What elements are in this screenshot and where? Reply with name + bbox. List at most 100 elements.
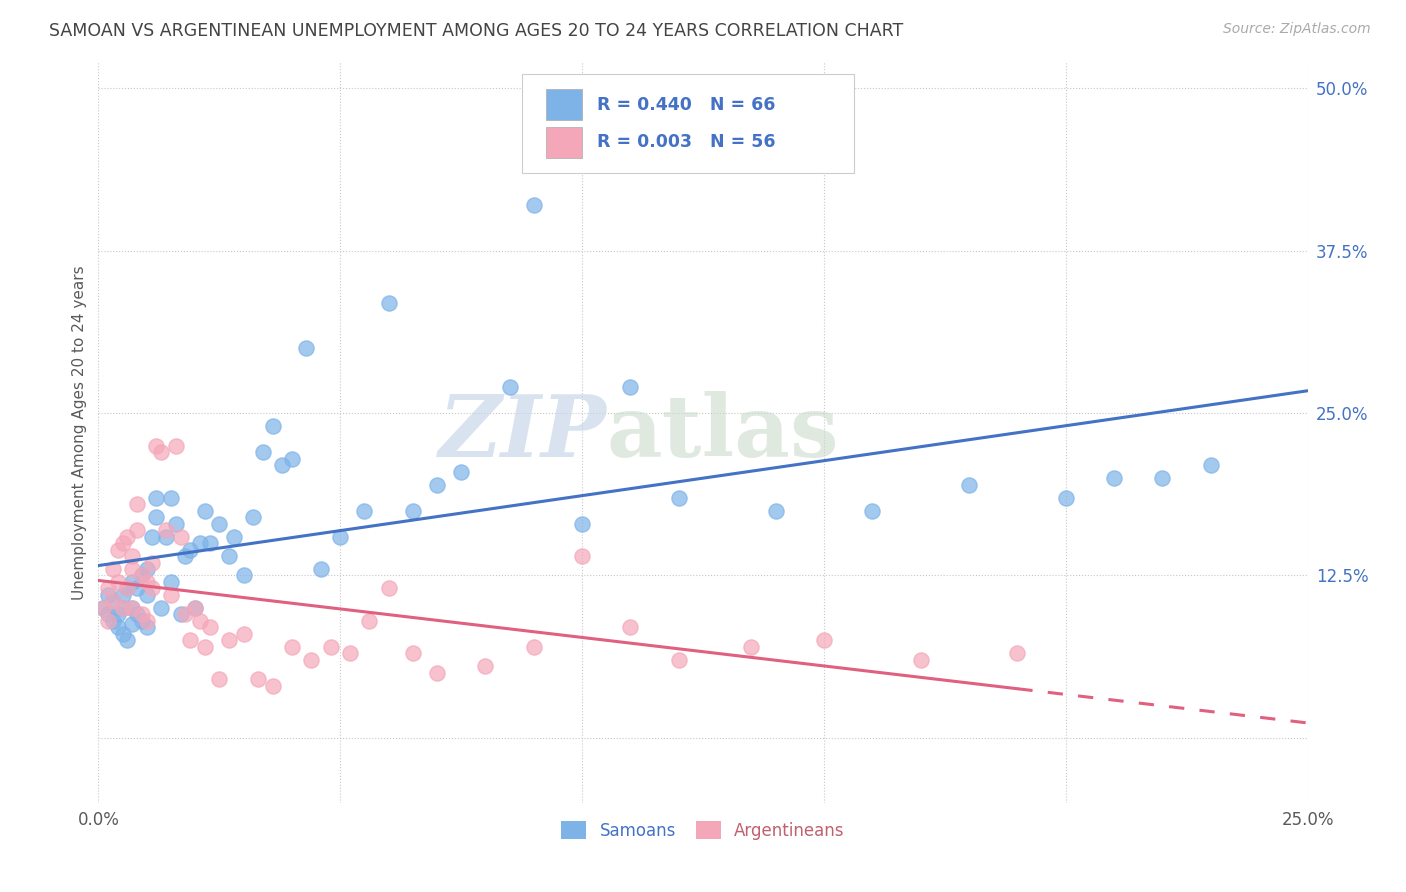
Point	[174, 549, 197, 563]
Point	[107, 620, 129, 634]
Point	[198, 620, 221, 634]
Point	[174, 607, 197, 622]
Point	[262, 419, 284, 434]
Point	[131, 568, 153, 582]
Point	[160, 574, 183, 589]
Point	[359, 614, 381, 628]
Point	[188, 536, 211, 550]
Point	[107, 607, 129, 622]
Point	[121, 601, 143, 615]
Point	[1152, 471, 1174, 485]
Point	[218, 549, 240, 563]
Point	[339, 647, 361, 661]
Point	[107, 542, 129, 557]
Point	[111, 536, 134, 550]
Point	[319, 640, 342, 654]
Point	[97, 607, 120, 622]
Point	[1054, 491, 1077, 505]
Point	[402, 503, 425, 517]
Point	[271, 458, 294, 472]
Point	[91, 601, 114, 615]
Point	[111, 588, 134, 602]
Point	[117, 633, 139, 648]
Point	[111, 601, 134, 615]
Point	[426, 477, 449, 491]
Point	[222, 529, 245, 543]
Point	[111, 627, 134, 641]
Point	[150, 601, 173, 615]
Point	[740, 640, 762, 654]
Point	[179, 633, 201, 648]
Point	[295, 341, 318, 355]
Point	[111, 601, 134, 615]
Point	[155, 529, 177, 543]
Point	[1007, 647, 1029, 661]
Point	[247, 673, 270, 687]
Point	[353, 503, 375, 517]
Point	[165, 439, 187, 453]
Point	[145, 510, 167, 524]
Point	[101, 594, 124, 608]
Point	[765, 503, 787, 517]
FancyBboxPatch shape	[546, 127, 582, 158]
Point	[957, 477, 980, 491]
Legend: Samoans, Argentineans: Samoans, Argentineans	[554, 814, 852, 847]
Point	[194, 640, 217, 654]
Point	[135, 562, 157, 576]
Point	[145, 491, 167, 505]
Point	[198, 536, 221, 550]
Point	[135, 588, 157, 602]
Point	[262, 679, 284, 693]
Point	[169, 529, 191, 543]
Point	[97, 588, 120, 602]
FancyBboxPatch shape	[522, 73, 855, 173]
Point	[218, 633, 240, 648]
Point	[498, 380, 520, 394]
Point	[131, 607, 153, 622]
Point	[179, 542, 201, 557]
Point	[208, 516, 231, 531]
Text: ZIP: ZIP	[439, 391, 606, 475]
Point	[150, 445, 173, 459]
Point	[619, 620, 641, 634]
Point	[474, 659, 496, 673]
Point	[141, 529, 163, 543]
Point	[121, 562, 143, 576]
Point	[571, 549, 593, 563]
Point	[426, 665, 449, 680]
Point	[131, 614, 153, 628]
Point	[127, 523, 149, 537]
Point	[127, 497, 149, 511]
Point	[141, 556, 163, 570]
Point	[194, 503, 217, 517]
Point	[1102, 471, 1125, 485]
Point	[117, 582, 139, 596]
Point	[232, 568, 254, 582]
Point	[377, 295, 399, 310]
Point	[117, 582, 139, 596]
Point	[184, 601, 207, 615]
Point	[169, 607, 191, 622]
Point	[101, 594, 124, 608]
Point	[619, 380, 641, 394]
Text: R = 0.440   N = 66: R = 0.440 N = 66	[596, 95, 775, 113]
Point	[188, 614, 211, 628]
Point	[160, 588, 183, 602]
Point	[121, 616, 143, 631]
Point	[208, 673, 231, 687]
Point	[145, 439, 167, 453]
Text: SAMOAN VS ARGENTINEAN UNEMPLOYMENT AMONG AGES 20 TO 24 YEARS CORRELATION CHART: SAMOAN VS ARGENTINEAN UNEMPLOYMENT AMONG…	[49, 22, 904, 40]
Point	[1199, 458, 1222, 472]
Point	[402, 647, 425, 661]
Point	[160, 491, 183, 505]
Point	[813, 633, 835, 648]
Point	[127, 607, 149, 622]
Point	[309, 562, 332, 576]
Point	[377, 582, 399, 596]
Text: Source: ZipAtlas.com: Source: ZipAtlas.com	[1223, 22, 1371, 37]
Point	[131, 568, 153, 582]
Point	[571, 516, 593, 531]
Point	[281, 640, 304, 654]
Point	[121, 549, 143, 563]
Point	[910, 653, 932, 667]
